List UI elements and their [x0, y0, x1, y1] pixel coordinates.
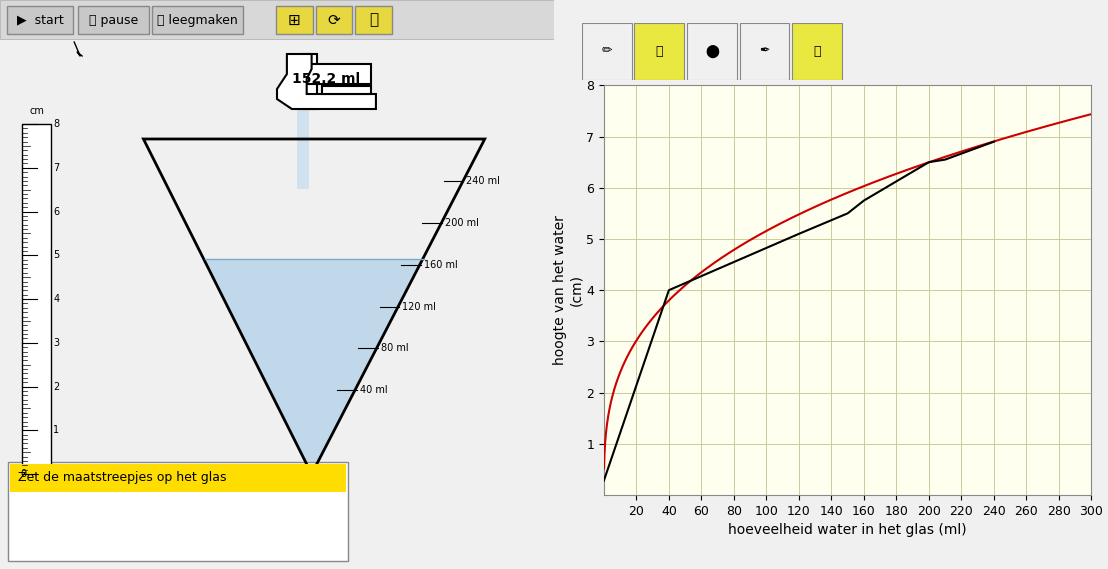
Text: ⬤: ⬤	[705, 44, 719, 58]
Text: ⏸ pause: ⏸ pause	[89, 14, 138, 27]
Text: ⟳: ⟳	[328, 13, 340, 27]
Text: 5: 5	[53, 250, 60, 260]
Text: 0: 0	[21, 469, 27, 479]
Text: 1: 1	[53, 425, 60, 435]
X-axis label: hoeveelheid water in het glas (ml): hoeveelheid water in het glas (ml)	[728, 523, 967, 537]
Text: 3: 3	[53, 338, 60, 348]
FancyBboxPatch shape	[7, 6, 73, 34]
Text: ⊞: ⊞	[288, 13, 300, 27]
FancyBboxPatch shape	[582, 23, 632, 80]
FancyBboxPatch shape	[792, 23, 842, 80]
FancyBboxPatch shape	[10, 464, 346, 492]
Polygon shape	[205, 259, 423, 474]
FancyBboxPatch shape	[79, 6, 150, 34]
Text: 8: 8	[53, 119, 60, 129]
Text: 40 ml: 40 ml	[360, 385, 388, 395]
FancyBboxPatch shape	[297, 109, 309, 189]
Text: 📏: 📏	[656, 45, 663, 57]
Text: 2: 2	[53, 381, 60, 391]
FancyBboxPatch shape	[301, 64, 371, 84]
Text: 📊: 📊	[369, 13, 378, 27]
FancyBboxPatch shape	[687, 23, 737, 80]
Text: 120 ml: 120 ml	[402, 302, 437, 311]
FancyBboxPatch shape	[740, 23, 789, 80]
Text: Zet de maatstreepjes op het glas: Zet de maatstreepjes op het glas	[18, 472, 226, 484]
Text: 160 ml: 160 ml	[423, 259, 458, 270]
FancyBboxPatch shape	[316, 6, 352, 34]
FancyBboxPatch shape	[153, 6, 244, 34]
FancyBboxPatch shape	[8, 462, 348, 561]
Y-axis label: hoogte van het water
(cm): hoogte van het water (cm)	[553, 215, 583, 365]
Text: ▶  start: ▶ start	[17, 14, 63, 27]
Text: 4: 4	[53, 294, 60, 304]
Text: 80 ml: 80 ml	[381, 343, 409, 353]
FancyBboxPatch shape	[22, 124, 51, 474]
Text: 152.2 ml: 152.2 ml	[293, 72, 360, 86]
Text: 240 ml: 240 ml	[466, 176, 500, 186]
Text: 7: 7	[53, 163, 60, 173]
FancyBboxPatch shape	[301, 54, 317, 109]
Text: cm: cm	[29, 106, 44, 116]
FancyBboxPatch shape	[276, 6, 312, 34]
Text: ✒: ✒	[759, 45, 770, 57]
Polygon shape	[277, 54, 376, 109]
Text: ⏮ leegmaken: ⏮ leegmaken	[157, 14, 238, 27]
Text: 6: 6	[53, 207, 60, 216]
Text: 📊: 📊	[813, 45, 821, 57]
FancyBboxPatch shape	[634, 23, 685, 80]
Text: ✏: ✏	[602, 45, 612, 57]
Text: 200 ml: 200 ml	[445, 218, 479, 228]
FancyBboxPatch shape	[0, 0, 554, 39]
FancyBboxPatch shape	[356, 6, 392, 34]
FancyBboxPatch shape	[321, 86, 371, 94]
